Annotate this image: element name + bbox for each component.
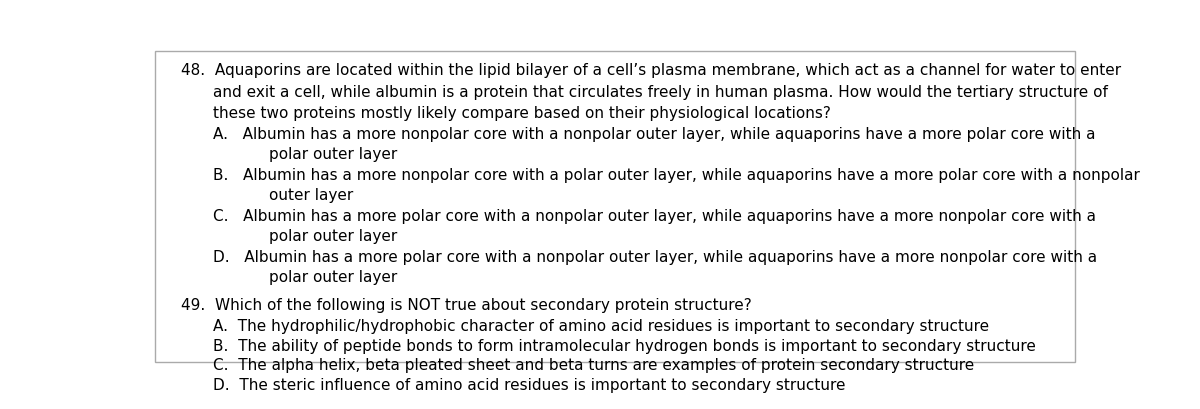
Text: outer layer: outer layer <box>269 188 353 203</box>
Text: A.  The hydrophilic/hydrophobic character of amino acid residues is important to: A. The hydrophilic/hydrophobic character… <box>214 319 989 334</box>
Text: polar outer layer: polar outer layer <box>269 147 397 162</box>
Text: B.  The ability of peptide bonds to form intramolecular hydrogen bonds is import: B. The ability of peptide bonds to form … <box>214 339 1036 354</box>
Text: these two proteins mostly likely compare based on their physiological locations?: these two proteins mostly likely compare… <box>214 106 832 121</box>
Text: polar outer layer: polar outer layer <box>269 229 397 244</box>
Text: polar outer layer: polar outer layer <box>269 270 397 285</box>
Text: D.   Albumin has a more polar core with a nonpolar outer layer, while aquaporins: D. Albumin has a more polar core with a … <box>214 250 1097 265</box>
Text: A.   Albumin has a more nonpolar core with a nonpolar outer layer, while aquapor: A. Albumin has a more nonpolar core with… <box>214 128 1096 142</box>
Text: B.   Albumin has a more nonpolar core with a polar outer layer, while aquaporins: B. Albumin has a more nonpolar core with… <box>214 169 1140 184</box>
Text: 49.  Which of the following is NOT true about secondary protein structure?: 49. Which of the following is NOT true a… <box>181 298 751 313</box>
Text: C.   Albumin has a more polar core with a nonpolar outer layer, while aquaporins: C. Albumin has a more polar core with a … <box>214 209 1097 225</box>
Text: C.  The alpha helix, beta pleated sheet and beta turns are examples of protein s: C. The alpha helix, beta pleated sheet a… <box>214 358 974 373</box>
Text: D.  The steric influence of amino acid residues is important to secondary struct: D. The steric influence of amino acid re… <box>214 378 846 393</box>
Text: 48.  Aquaporins are located within the lipid bilayer of a cell’s plasma membrane: 48. Aquaporins are located within the li… <box>181 63 1121 78</box>
Text: and exit a cell, while albumin is a protein that circulates freely in human plas: and exit a cell, while albumin is a prot… <box>214 85 1108 100</box>
FancyBboxPatch shape <box>155 51 1075 362</box>
